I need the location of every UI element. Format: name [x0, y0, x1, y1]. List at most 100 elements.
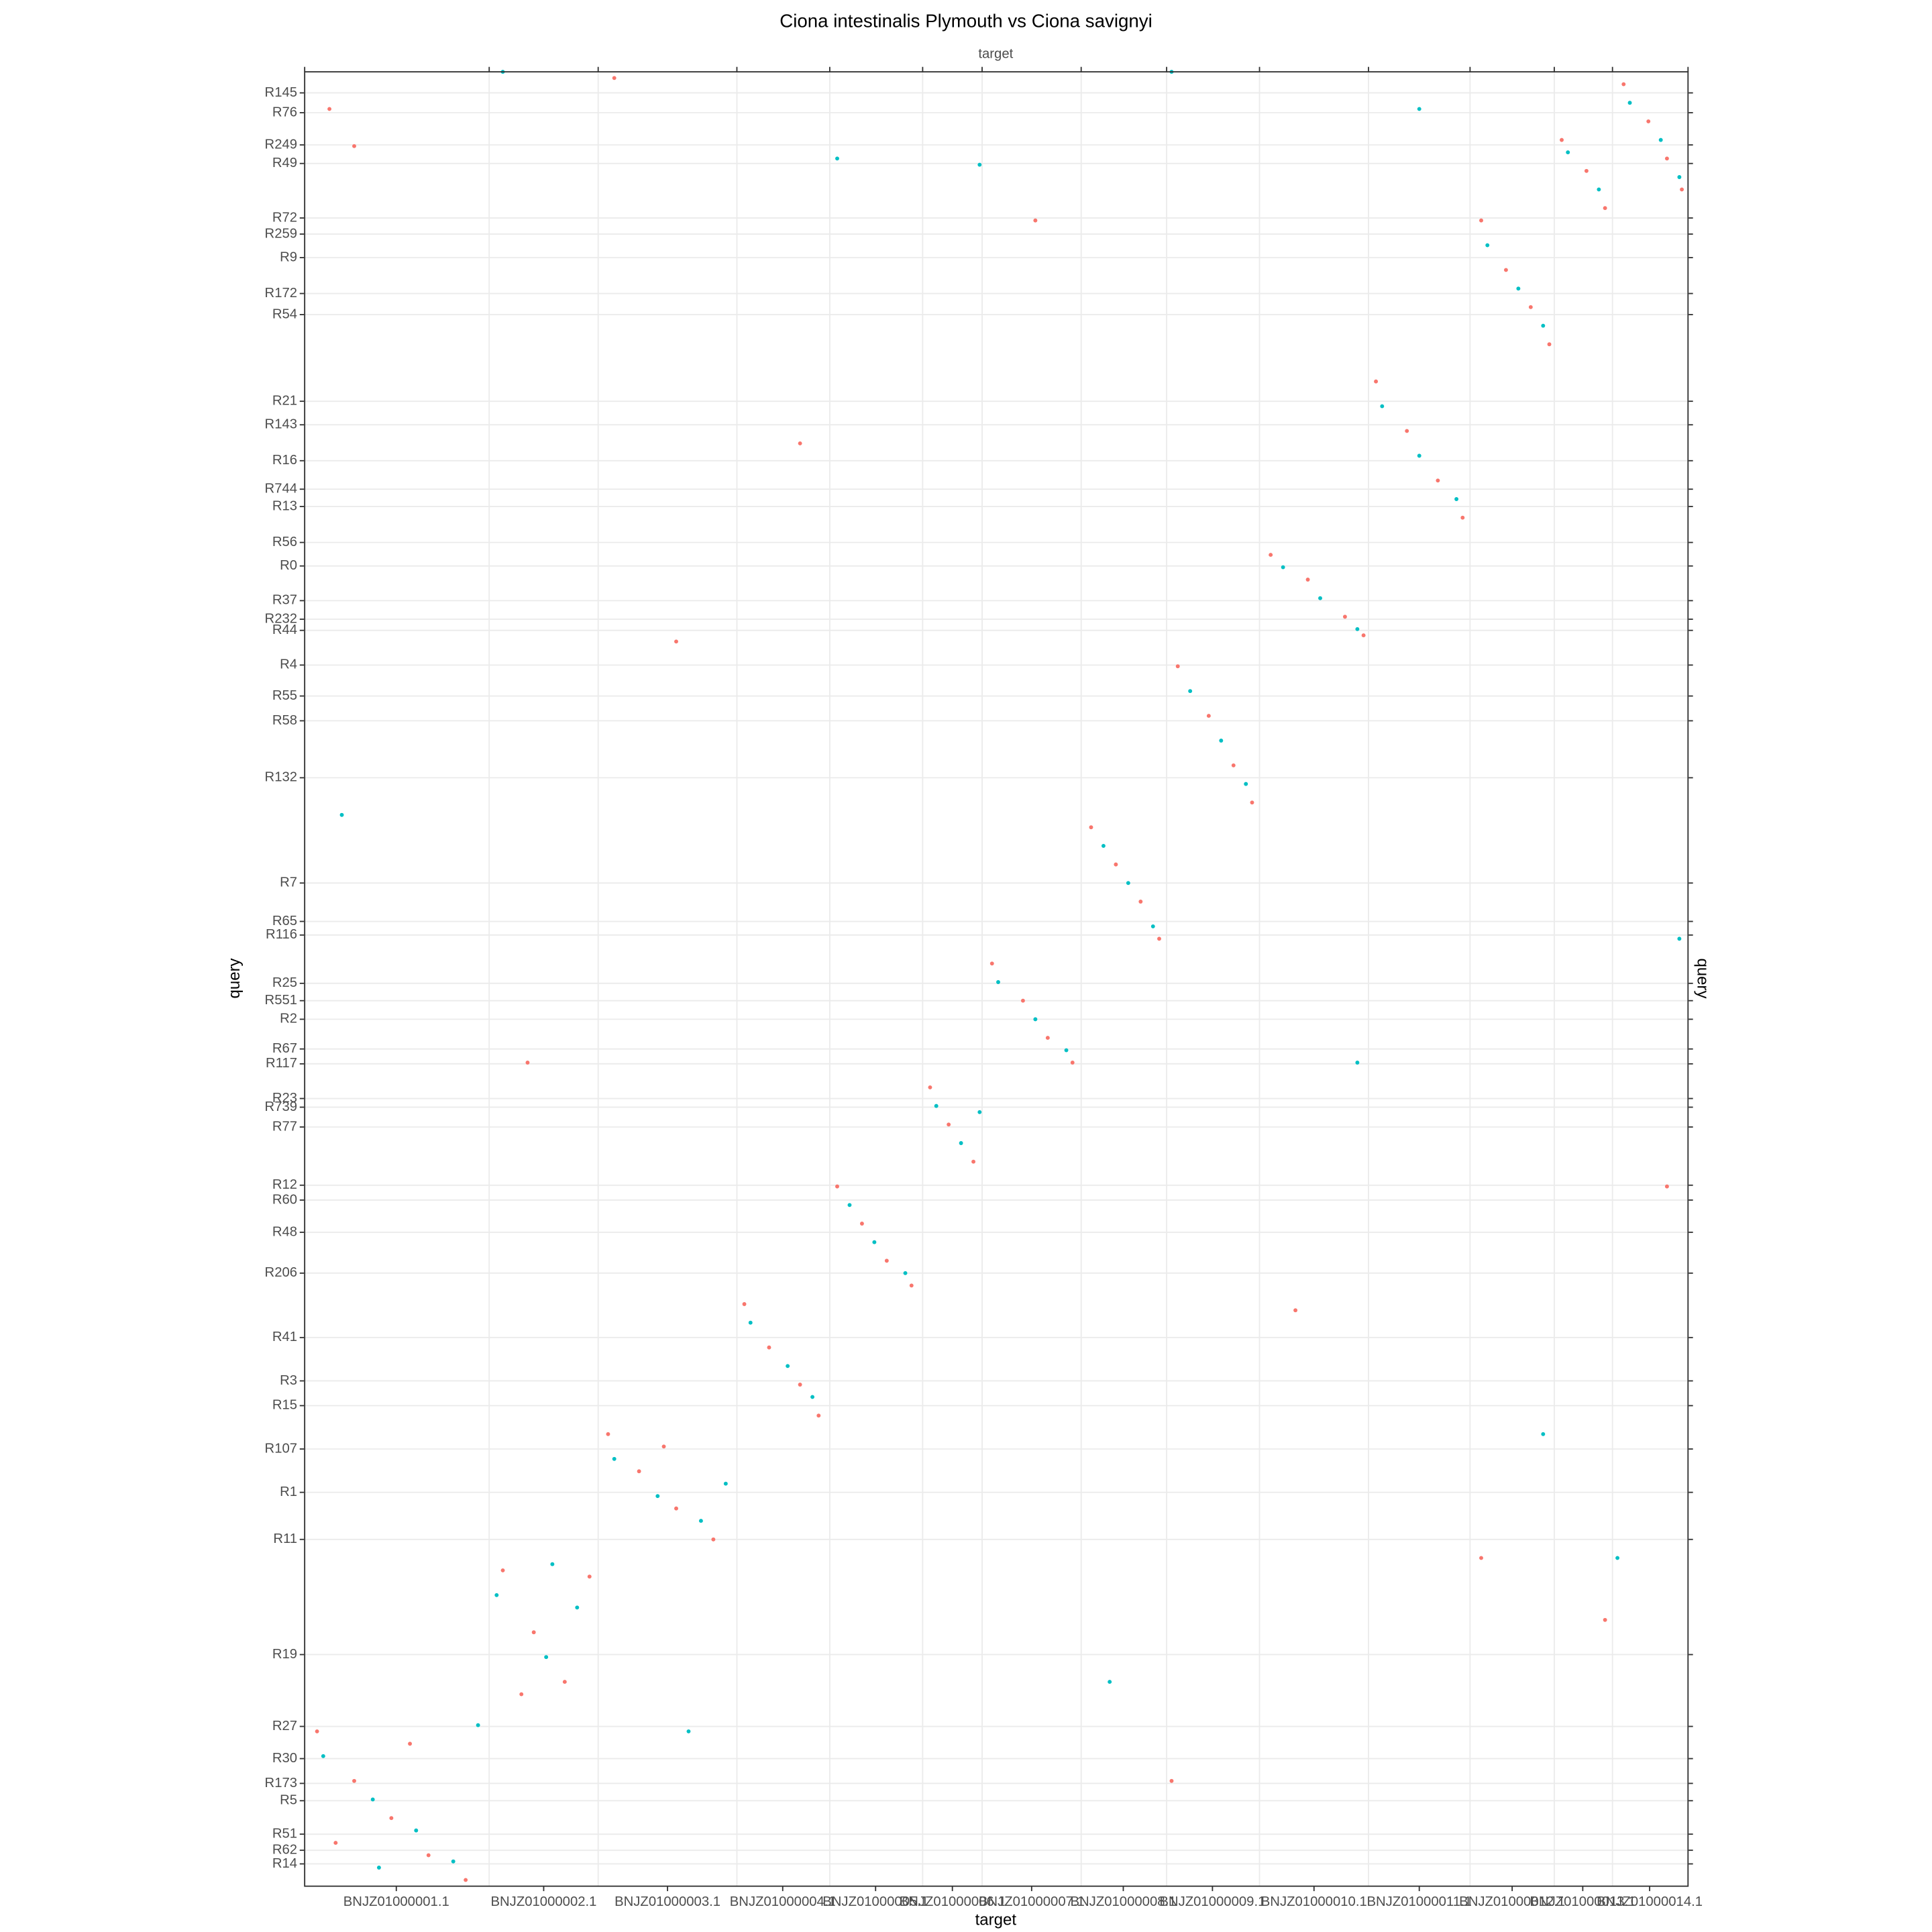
- point: [1305, 578, 1310, 582]
- y-tick-label: R41: [272, 1330, 297, 1344]
- point: [1206, 714, 1211, 718]
- point: [1070, 1061, 1075, 1065]
- y-tick-label: R145: [265, 85, 298, 100]
- y-tick-label: R23: [272, 1091, 297, 1106]
- y-tick-label: R4: [280, 657, 297, 672]
- y-tick-label: R2: [280, 1012, 297, 1026]
- x-tick-label: BNJZ01000007.1: [979, 1894, 1085, 1909]
- y-tick-label: R117: [266, 1056, 297, 1071]
- y-tick-label: R1: [280, 1485, 297, 1499]
- point: [1188, 689, 1193, 694]
- point: [1680, 187, 1684, 192]
- y-tick-label: R15: [272, 1398, 297, 1413]
- point: [959, 1141, 963, 1145]
- point: [1479, 218, 1483, 223]
- point: [327, 107, 332, 111]
- y-tick-label: R173: [265, 1776, 298, 1790]
- y-tick-label: R249: [265, 137, 298, 152]
- point: [1516, 286, 1521, 291]
- point: [1380, 404, 1385, 409]
- y-tick-label: R14: [272, 1856, 297, 1871]
- point: [661, 1444, 666, 1449]
- point: [816, 1413, 821, 1418]
- point: [414, 1828, 419, 1833]
- y-tick-label: R21: [272, 394, 297, 409]
- point: [1454, 497, 1459, 501]
- y-tick-label: R259: [265, 226, 298, 241]
- point: [1342, 614, 1347, 619]
- y-tick-label: R77: [272, 1119, 297, 1134]
- point: [1157, 936, 1161, 941]
- point: [1293, 1308, 1298, 1313]
- point: [389, 1816, 394, 1821]
- point: [1045, 1036, 1050, 1040]
- point: [698, 1519, 703, 1523]
- point: [934, 1104, 938, 1108]
- point: [655, 1494, 660, 1499]
- x-tick-label: BNJZ01000006.1: [900, 1894, 1006, 1909]
- y-tick-label: R551: [265, 993, 298, 1008]
- y-tick-label: R107: [265, 1441, 298, 1456]
- x-tick-label: BNJZ01000004.1: [730, 1894, 836, 1909]
- point: [1355, 1061, 1360, 1065]
- y-tick-label: R60: [272, 1192, 297, 1207]
- point: [1566, 150, 1570, 155]
- point: [810, 1395, 815, 1399]
- point: [544, 1655, 549, 1660]
- y-axis-title: query: [225, 958, 244, 998]
- point: [1250, 800, 1254, 805]
- point: [637, 1469, 641, 1474]
- y-tick-label: R0: [280, 558, 297, 573]
- y-tick-label: R58: [272, 713, 297, 728]
- y-tick-label: R55: [272, 688, 297, 703]
- point: [339, 812, 344, 817]
- x-tick-label: BNJZ01000008.1: [1070, 1894, 1176, 1909]
- y-tick-label: R9: [280, 250, 297, 264]
- point: [884, 1258, 889, 1263]
- point: [835, 1184, 839, 1189]
- point: [1020, 998, 1025, 1003]
- x-tick-label: BNJZ01000011.1: [1366, 1894, 1471, 1909]
- point: [835, 156, 839, 161]
- x-tick-label: BNJZ01000001.1: [343, 1894, 449, 1909]
- point: [971, 1159, 976, 1164]
- panel-border: [304, 71, 1689, 1887]
- point: [519, 1692, 524, 1697]
- point: [333, 1841, 338, 1845]
- point: [1479, 1556, 1483, 1560]
- point: [612, 76, 616, 80]
- y-tick-label: R27: [272, 1719, 297, 1733]
- point: [1503, 268, 1508, 272]
- point: [1318, 596, 1322, 600]
- y-tick-label: R76: [272, 105, 297, 119]
- y-tick-label: R30: [272, 1751, 297, 1766]
- x-tick-label: BNJZ01000012.1: [1459, 1894, 1565, 1909]
- x-tick-label: BNJZ01000014.1: [1597, 1894, 1703, 1909]
- y-axis-title-right: query: [1693, 958, 1711, 998]
- point: [315, 1729, 319, 1733]
- point: [1603, 1617, 1607, 1622]
- point: [859, 1222, 864, 1226]
- point: [352, 144, 356, 148]
- y-tick-label: R232: [265, 611, 298, 626]
- point: [977, 162, 982, 167]
- point: [1405, 429, 1409, 433]
- point: [1417, 107, 1421, 111]
- point: [798, 1383, 802, 1387]
- point: [1219, 739, 1224, 743]
- y-tick-label: R67: [272, 1041, 297, 1056]
- y-tick-label: R744: [265, 482, 298, 496]
- point: [370, 1797, 375, 1802]
- point: [1175, 664, 1180, 669]
- y-tick-label: R49: [272, 156, 297, 170]
- point: [587, 1574, 592, 1579]
- point: [1677, 175, 1682, 179]
- point: [612, 1456, 616, 1461]
- point: [1138, 900, 1143, 904]
- y-tick-label: R132: [265, 770, 298, 785]
- point: [1603, 206, 1607, 211]
- y-tick-label: R37: [272, 593, 297, 608]
- point: [352, 1778, 356, 1783]
- point: [1621, 82, 1626, 87]
- point: [494, 1593, 499, 1597]
